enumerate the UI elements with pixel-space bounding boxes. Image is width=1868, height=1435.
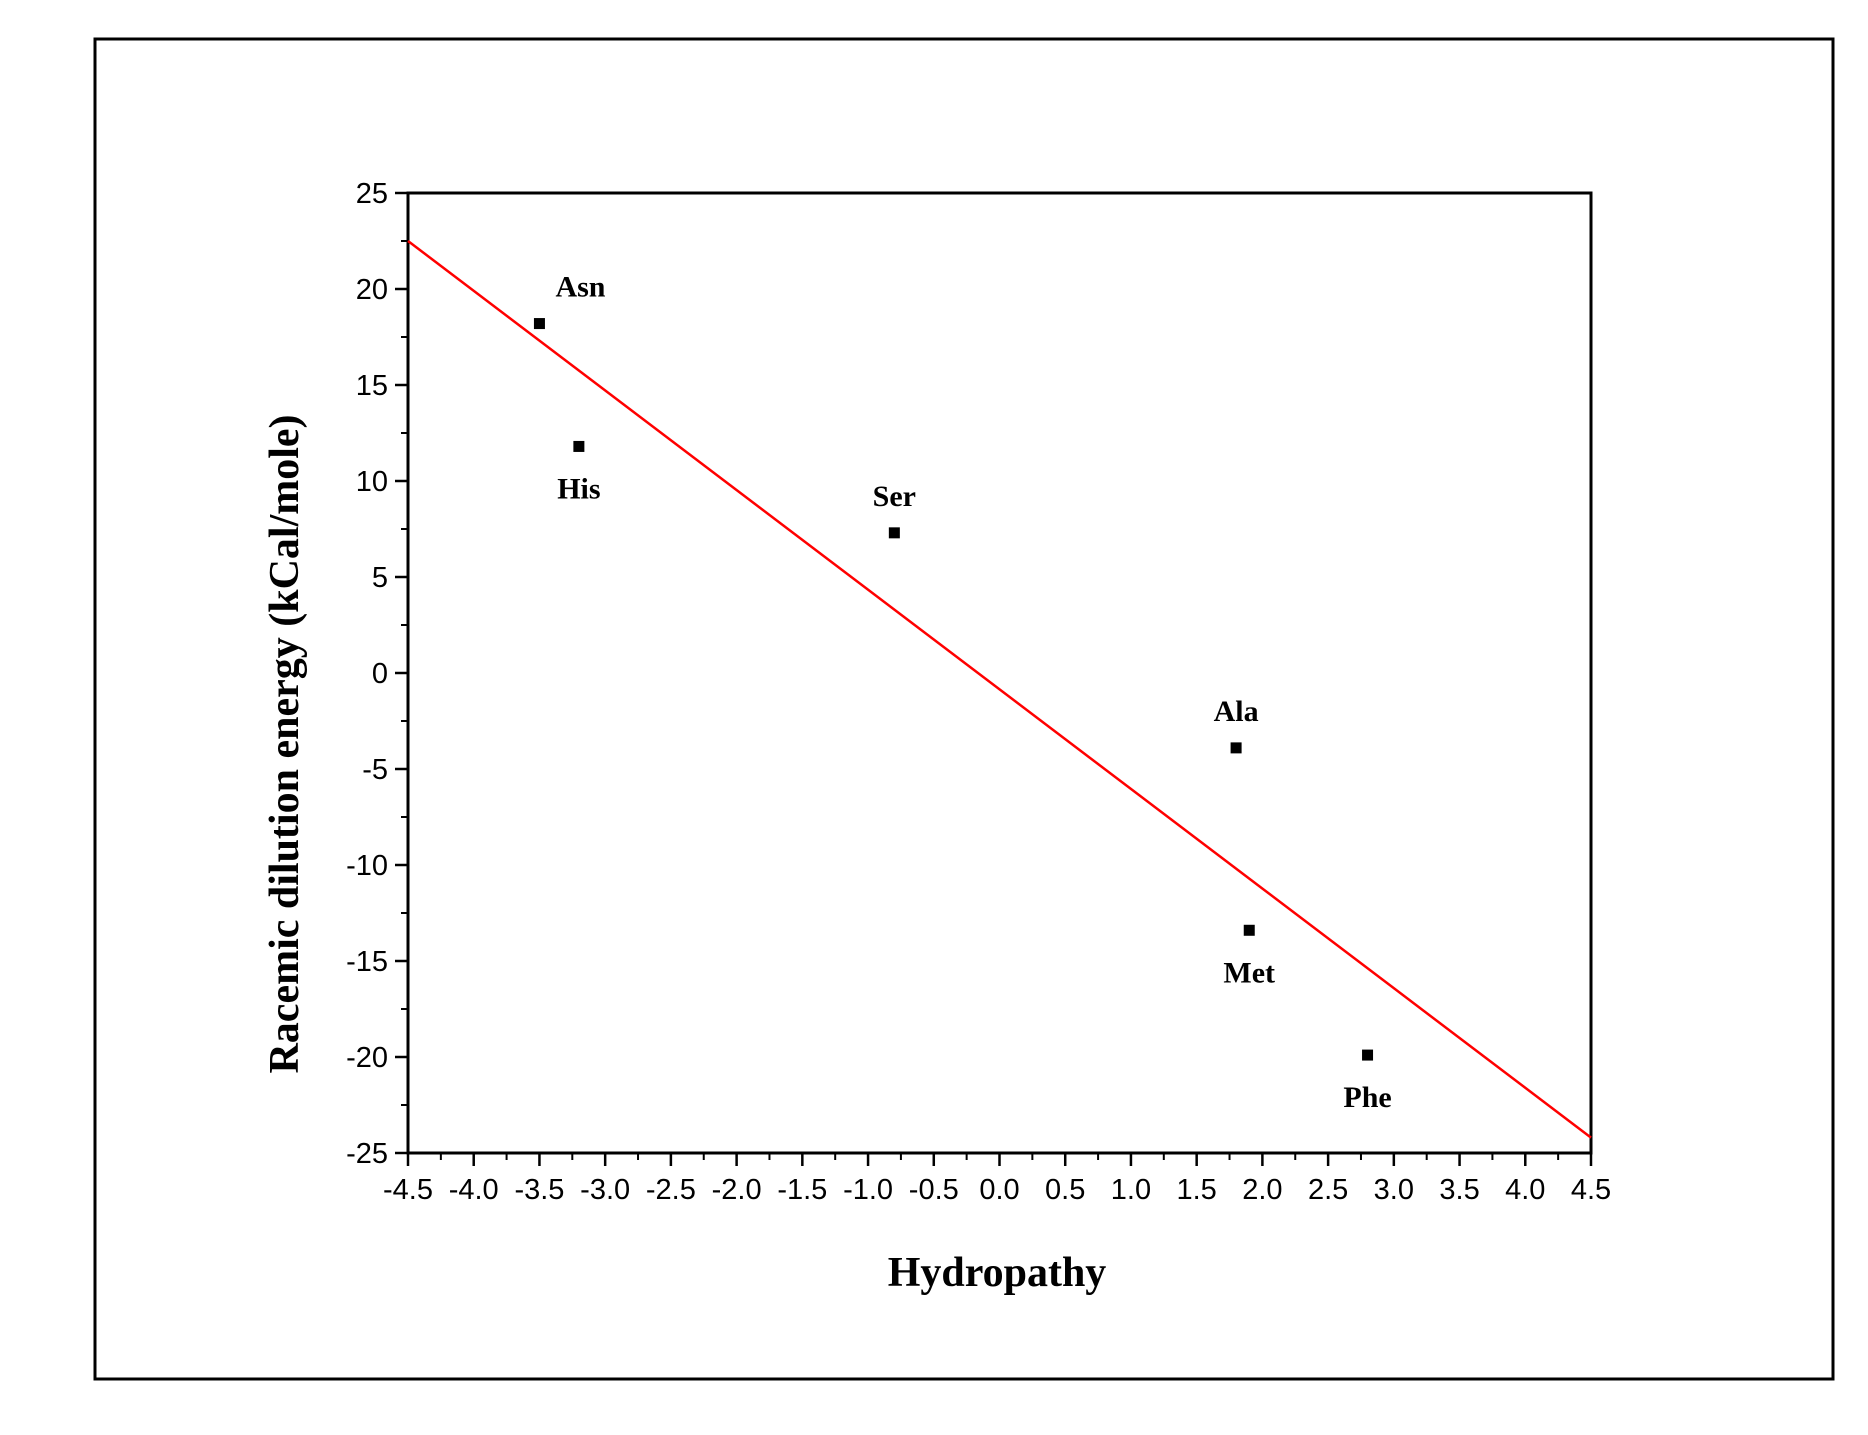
data-point-ala xyxy=(1230,742,1242,754)
x-tick-label: -4.0 xyxy=(449,1174,499,1206)
x-tick-label: -2.5 xyxy=(646,1174,696,1206)
x-tick-label: 1.5 xyxy=(1177,1174,1217,1206)
x-tick-label: 2.0 xyxy=(1242,1174,1282,1206)
data-point-phe xyxy=(1362,1049,1374,1061)
y-tick-label: 10 xyxy=(356,466,388,498)
outer-frame xyxy=(93,37,1835,1381)
y-tick-label: 5 xyxy=(372,562,388,594)
x-axis-title: Hydropathy xyxy=(888,1250,1107,1296)
y-tick-label: -10 xyxy=(346,850,388,882)
x-tick-label: 3.5 xyxy=(1439,1174,1479,1206)
point-label-phe: Phe xyxy=(1343,1081,1391,1114)
y-tick-label: 20 xyxy=(356,274,388,306)
y-tick-label: -5 xyxy=(362,754,388,786)
x-tick-label: 1.0 xyxy=(1111,1174,1151,1206)
x-tick-label: 4.5 xyxy=(1571,1174,1611,1206)
regression-line xyxy=(407,240,1592,1139)
y-tick-label: 25 xyxy=(356,178,388,210)
x-tick-label: 0.5 xyxy=(1045,1174,1085,1206)
x-tick-label: -1.0 xyxy=(843,1174,893,1206)
x-tick-label: -3.0 xyxy=(580,1174,630,1206)
x-tick-label: 0.0 xyxy=(979,1174,1019,1206)
y-tick-label: -20 xyxy=(346,1042,388,1074)
point-label-met: Met xyxy=(1223,956,1275,989)
data-point-met xyxy=(1243,924,1255,936)
x-tick-label: -3.5 xyxy=(514,1174,564,1206)
data-point-asn xyxy=(533,318,545,330)
point-label-ala: Ala xyxy=(1214,695,1259,728)
y-tick-label: -25 xyxy=(346,1138,388,1170)
point-label-ser: Ser xyxy=(873,480,916,513)
y-tick-label: 0 xyxy=(372,658,388,690)
x-tick-label: 4.0 xyxy=(1505,1174,1545,1206)
x-tick-label: -4.5 xyxy=(383,1174,433,1206)
y-axis-title: Racemic dilution energy (kCal/mole) xyxy=(262,414,308,1073)
point-label-asn: Asn xyxy=(555,271,605,304)
plot-area-frame xyxy=(406,191,1593,1155)
x-tick-label: -1.5 xyxy=(777,1174,827,1206)
x-tick-label: 3.0 xyxy=(1374,1174,1414,1206)
data-point-ser xyxy=(888,527,900,539)
x-tick-label: 2.5 xyxy=(1308,1174,1348,1206)
y-tick-label: 15 xyxy=(356,370,388,402)
y-tick-label: -15 xyxy=(346,946,388,978)
data-point-his xyxy=(573,440,585,452)
point-label-his: His xyxy=(557,472,600,505)
x-tick-label: -2.0 xyxy=(712,1174,762,1206)
x-tick-label: -0.5 xyxy=(909,1174,959,1206)
